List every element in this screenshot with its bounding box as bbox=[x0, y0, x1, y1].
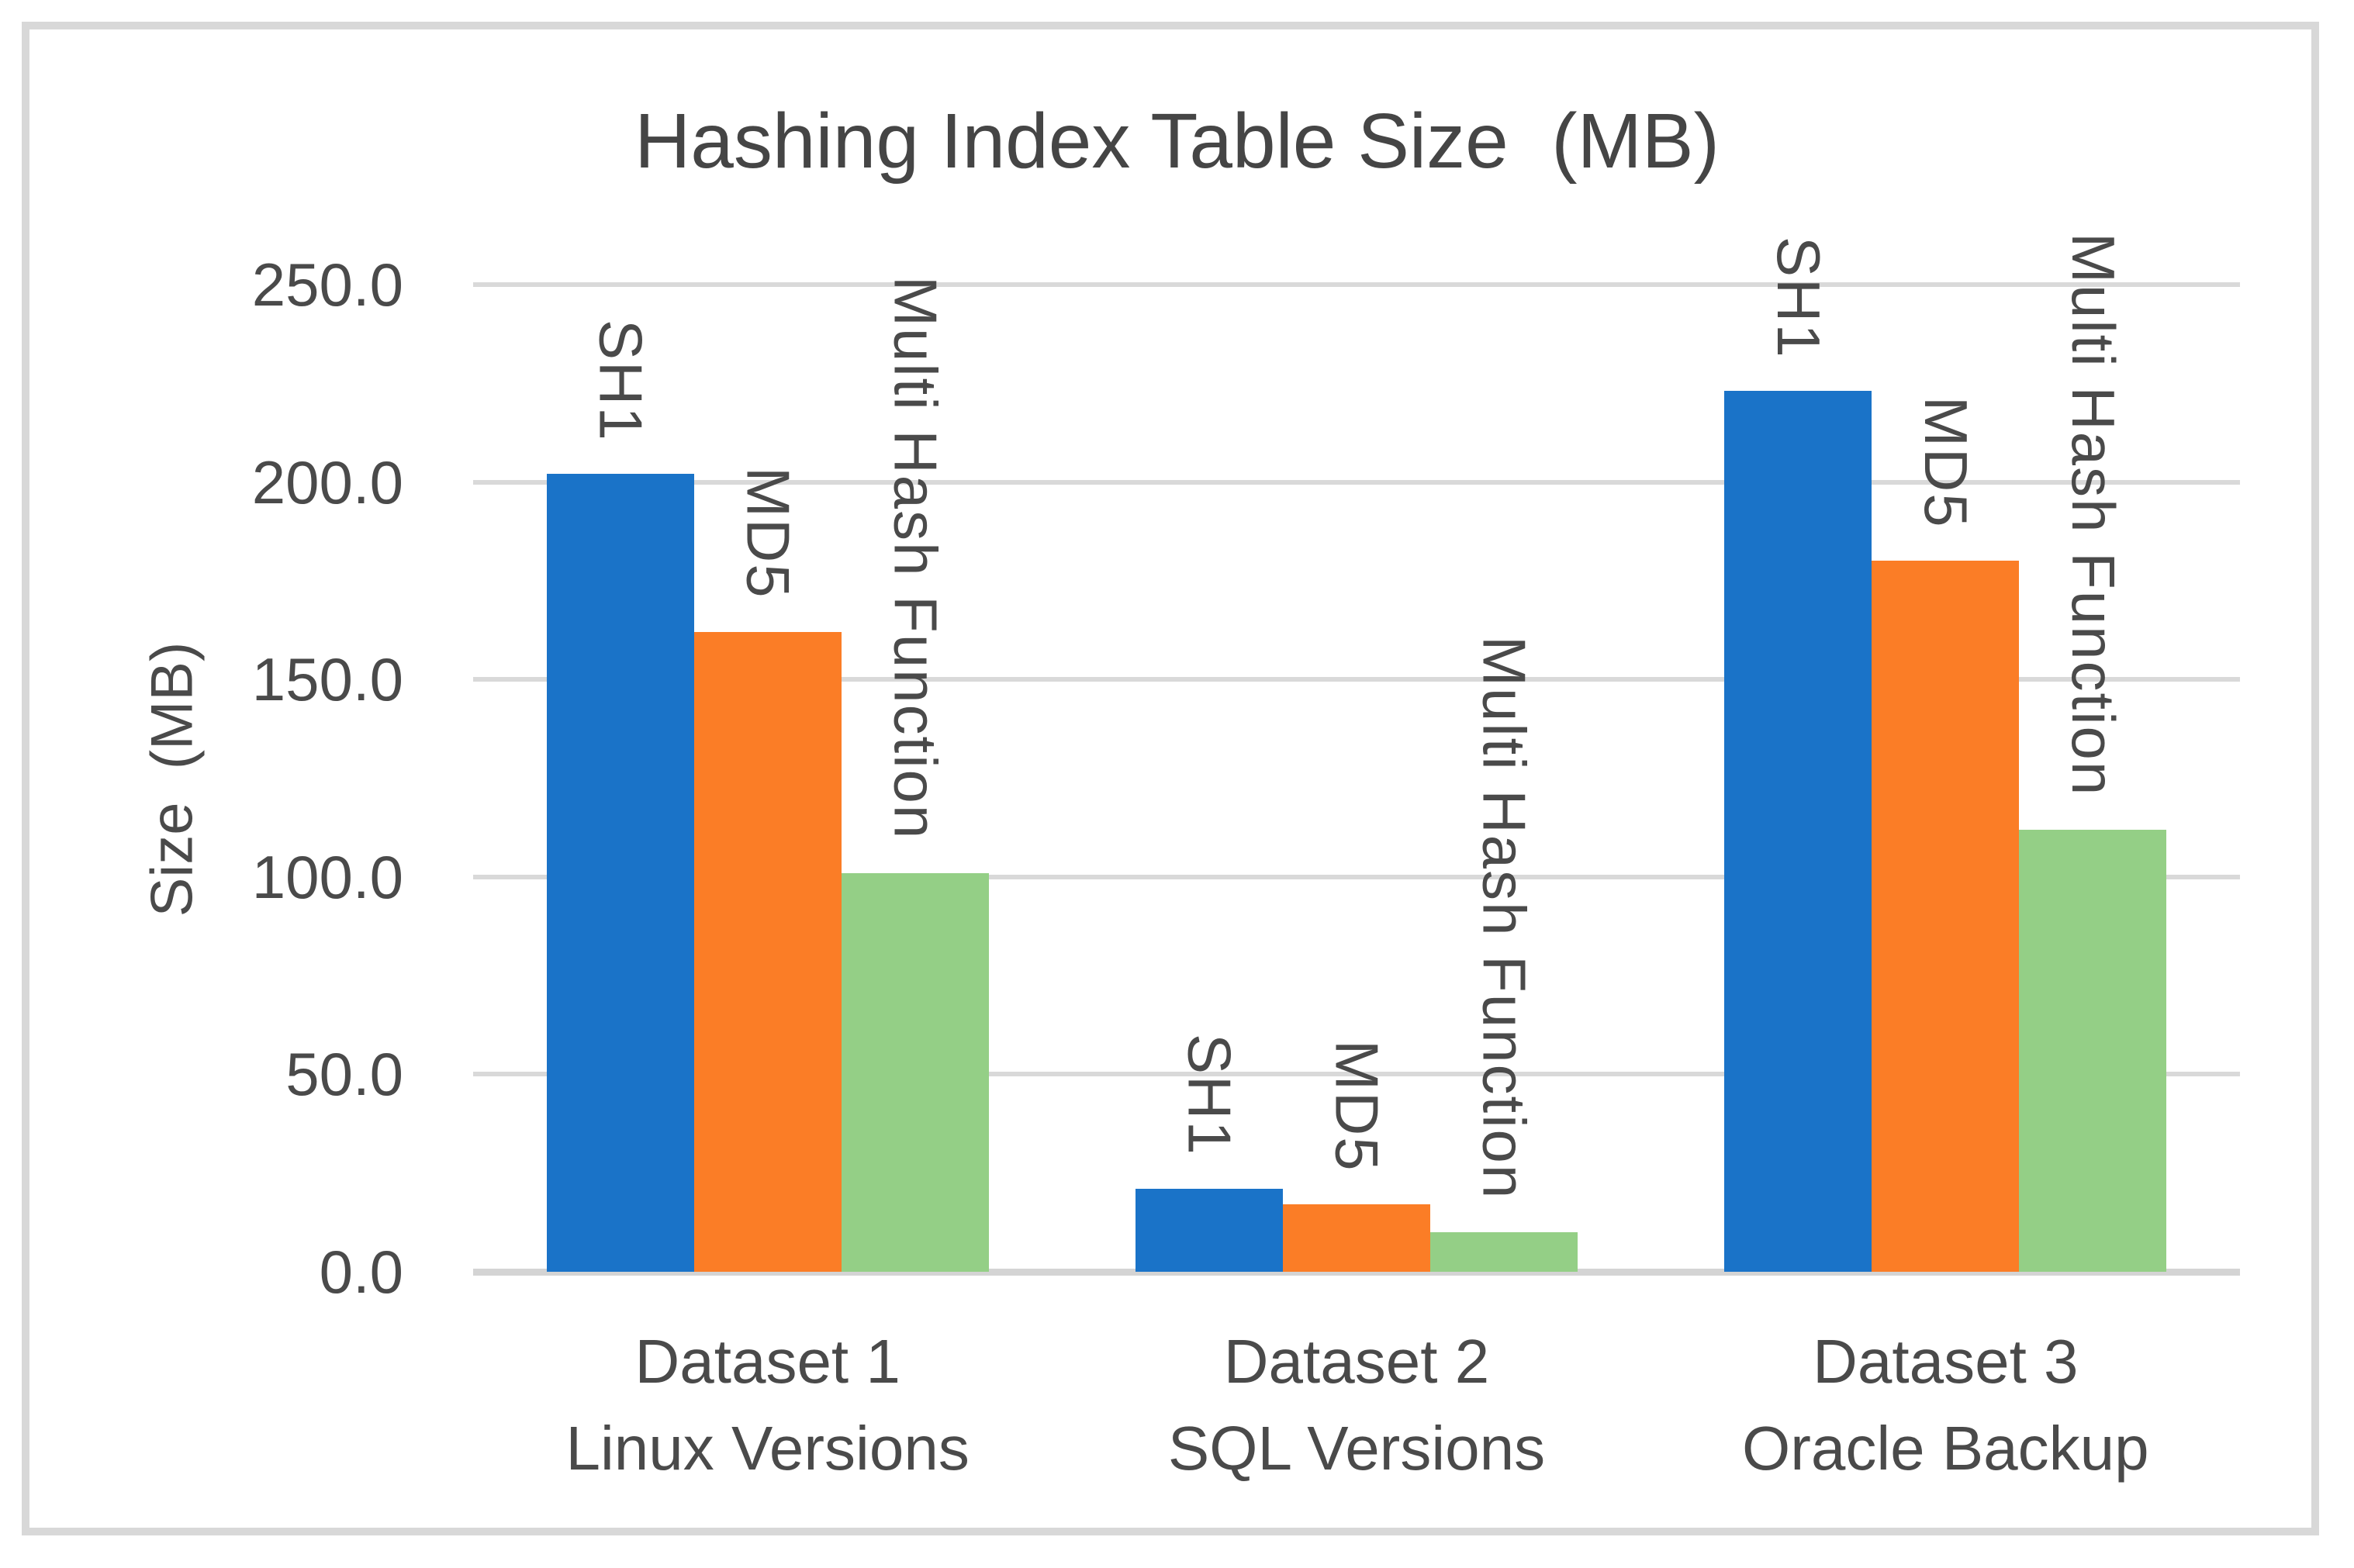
y-tick-label-150.0: 150.0 bbox=[251, 645, 403, 714]
bar-sh1-category-1 bbox=[546, 474, 694, 1272]
bar-multi-hash-function-category-3 bbox=[2019, 829, 2167, 1272]
bar-md5-category-1 bbox=[693, 632, 842, 1272]
y-tick-label-250.0: 250.0 bbox=[251, 250, 403, 319]
bar-md5-category-2 bbox=[1283, 1204, 1430, 1272]
gridline-100 bbox=[473, 874, 2240, 879]
category-label-3: Dataset 3 Oracle Backup bbox=[1651, 1318, 2240, 1492]
category-label-2: Dataset 2 SQL Versions bbox=[1062, 1318, 1651, 1492]
category-label-1: Dataset 1 Linux Versions bbox=[473, 1318, 1062, 1492]
category-label-1-line2: Linux Versions bbox=[565, 1414, 970, 1483]
bar-label-md5-category-2: MD5 bbox=[1322, 1039, 1391, 1173]
bar-label-sh1-category-2: SH1 bbox=[1175, 1034, 1244, 1157]
plot-area: SH1 MD5 Multi Hash Function SH1 MD5 Multi Has… bbox=[473, 233, 2240, 1276]
category-label-2-line2: SQL Versions bbox=[1167, 1414, 1546, 1483]
bar-label-multi-hash-function-category-1: Multi Hash Function bbox=[881, 276, 950, 841]
bar-label-multi-hash-function-category-3: Multi Hash Function bbox=[2059, 233, 2128, 797]
category-label-3-line1: Dataset 3 bbox=[1813, 1327, 2079, 1396]
bar-label-md5-category-3: MD5 bbox=[1912, 395, 1981, 529]
y-tick-label-0.0: 0.0 bbox=[319, 1238, 403, 1306]
chart-title: Hashing Index Table Size (MB) bbox=[634, 98, 1720, 185]
category-label-2-line1: Dataset 2 bbox=[1223, 1327, 1490, 1396]
bar-md5-category-3 bbox=[1872, 561, 2020, 1272]
category-label-1-line1: Dataset 1 bbox=[634, 1327, 900, 1396]
gridline-150 bbox=[473, 677, 2240, 682]
bar-label-sh1-category-3: SH1 bbox=[1765, 236, 1834, 359]
y-tick-label-200.0: 200.0 bbox=[251, 447, 403, 516]
bar-sh1-category-2 bbox=[1136, 1189, 1283, 1272]
bar-multi-hash-function-category-1 bbox=[841, 872, 989, 1272]
gridline-50 bbox=[473, 1072, 2240, 1077]
chart-frame-border bbox=[22, 22, 2319, 1535]
gridline-200 bbox=[473, 479, 2240, 485]
bar-multi-hash-function-category-2 bbox=[1430, 1232, 1578, 1272]
y-tick-label-50.0: 50.0 bbox=[285, 1040, 403, 1109]
y-tick-label-100.0: 100.0 bbox=[251, 842, 403, 911]
gridline-250 bbox=[473, 282, 2240, 287]
bar-label-md5-category-1: MD5 bbox=[734, 467, 803, 600]
bar-sh1-category-3 bbox=[1724, 391, 1872, 1272]
category-label-3-line2: Oracle Backup bbox=[1741, 1414, 2149, 1483]
gridline-0 bbox=[473, 1269, 2240, 1276]
bar-label-sh1-category-1: SH1 bbox=[586, 319, 655, 442]
bar-label-multi-hash-function-category-2: Multi Hash Function bbox=[1470, 635, 1539, 1200]
